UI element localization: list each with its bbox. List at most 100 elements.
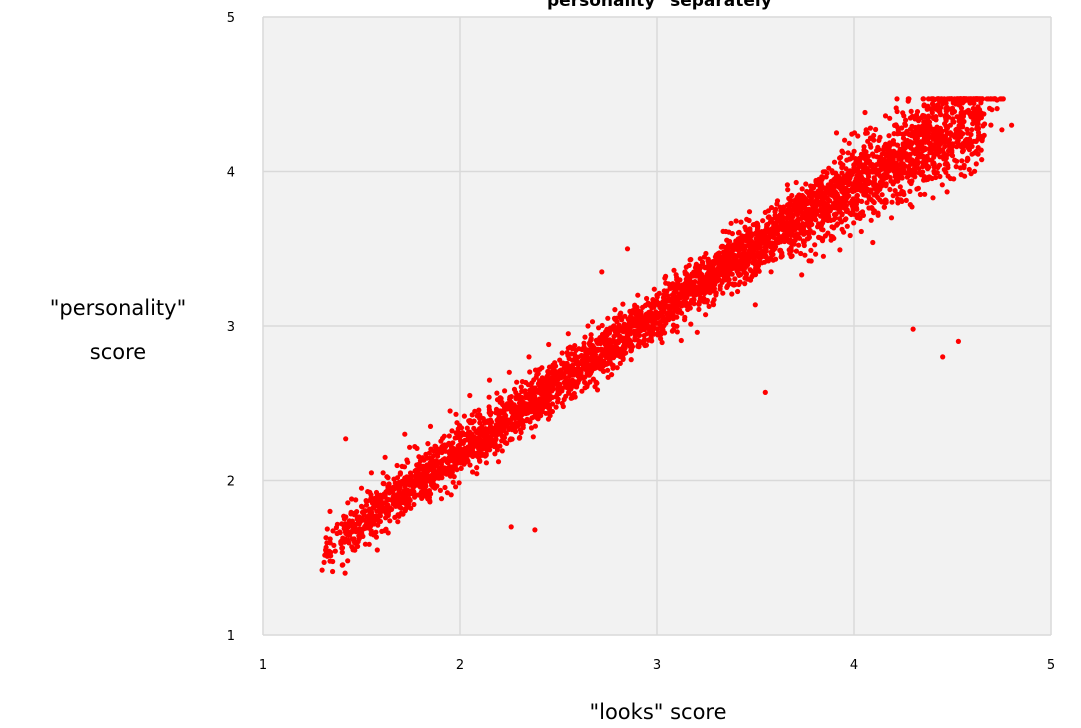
data-point [812,242,818,248]
data-point [769,234,776,240]
data-point [529,415,535,421]
data-point [809,201,815,207]
data-point [961,97,968,103]
data-point [768,255,774,261]
data-point [954,139,960,145]
data-point [353,497,359,503]
data-point [343,514,349,520]
data-point [980,123,986,129]
data-point [555,369,562,375]
data-point [671,267,677,273]
data-point [610,365,616,371]
data-point [978,100,984,106]
data-point [396,479,402,485]
data-point [380,480,386,487]
data-point [910,326,916,332]
data-point [607,339,613,345]
data-point [412,444,418,450]
data-point [930,195,936,201]
data-point [378,503,384,509]
data-point [376,518,382,524]
data-point [865,153,872,159]
data-point [869,206,875,212]
data-point [348,529,354,535]
data-point [839,148,845,154]
data-point [711,297,717,303]
data-point [975,125,982,132]
data-point [945,148,952,154]
data-point [575,362,581,368]
data-point [437,487,443,493]
data-point [831,225,837,231]
data-point [518,384,524,390]
data-point [532,527,538,533]
data-point [625,334,631,341]
data-point [499,438,505,444]
data-point [965,130,971,136]
data-point [868,187,874,193]
data-point [828,237,834,243]
data-point [782,238,788,244]
data-point [931,154,937,160]
data-point [560,403,566,410]
data-point [930,101,936,107]
data-point [879,151,885,157]
data-point [683,300,690,306]
data-point [789,192,795,199]
data-point [969,143,975,149]
data-point [632,304,638,310]
data-point [374,547,380,553]
data-point [426,450,432,456]
y-tick-label: 5 [227,11,235,26]
data-point [362,541,368,547]
data-point [835,174,842,181]
data-point [788,248,795,254]
data-point [583,356,590,363]
data-point [508,436,514,442]
data-point [564,369,570,375]
data-point [431,481,437,487]
data-point [499,418,505,424]
data-point [1009,122,1015,128]
data-point [873,126,879,133]
data-point [837,202,843,208]
data-point [825,212,832,218]
data-point [907,115,914,121]
data-point [339,545,345,551]
data-point [581,340,587,346]
data-point [842,137,848,143]
data-point [614,345,620,351]
data-point [691,293,697,299]
data-point [800,213,806,220]
data-point [999,127,1005,133]
data-point [823,174,829,180]
data-point [532,423,539,429]
data-point [842,217,848,223]
data-point [837,247,843,253]
data-point [576,346,582,352]
data-point [828,217,834,223]
data-point [894,191,900,197]
data-point [664,315,670,321]
data-point [776,234,782,240]
data-point [373,529,379,535]
data-point [988,122,994,128]
data-point [397,504,403,510]
data-point [862,184,868,190]
data-point [806,193,812,199]
data-point [712,258,718,264]
data-point [914,109,921,115]
data-point [793,223,799,229]
data-point [425,441,431,447]
data-point [866,196,872,202]
data-point [919,114,925,121]
data-point [439,468,445,474]
data-point [629,321,635,327]
data-point [937,109,943,115]
data-point [883,170,889,176]
data-point [803,181,809,187]
data-point [811,230,817,236]
data-point [822,169,828,175]
data-point [861,147,867,153]
data-point [761,259,768,265]
